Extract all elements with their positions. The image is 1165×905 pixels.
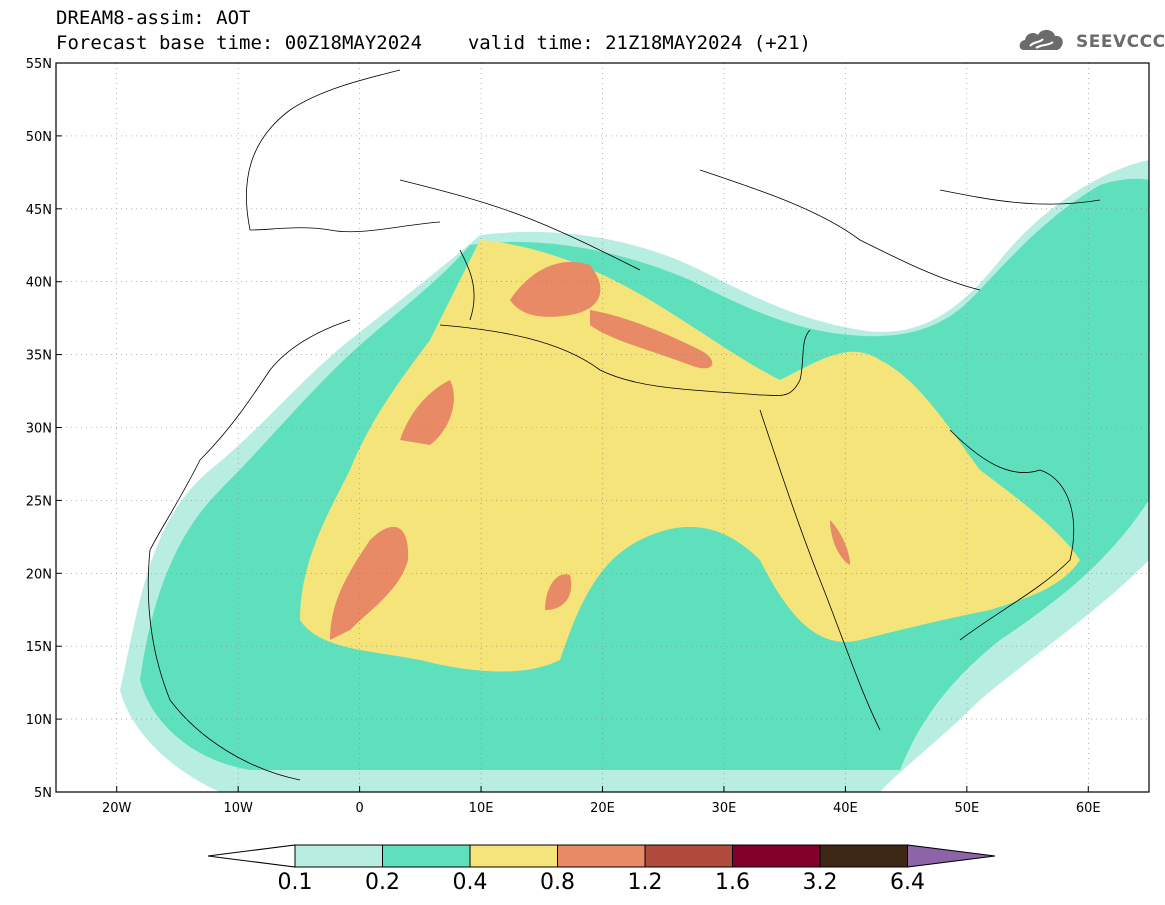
aot-contour-0.8 <box>330 526 409 640</box>
aot-contour-0.4 <box>300 240 1080 672</box>
colorbar-segment <box>644 844 733 868</box>
aot-field <box>120 160 1149 792</box>
lat-tick-label: 30N <box>26 422 52 437</box>
colorbar-segment <box>469 844 558 868</box>
lat-tick-label: 45N <box>26 203 52 218</box>
aot-contour-0.8 <box>545 574 572 610</box>
aot-contour-0.8 <box>590 310 713 369</box>
colorbar <box>207 844 996 868</box>
graticule <box>56 63 1149 792</box>
aot-contour-0.8 <box>400 380 454 445</box>
lat-tick-label: 40N <box>26 276 52 291</box>
axis-ticks: 20W 10W 0 10E 20E 30E 40E 50E 60E 55N 50N 45N 40N 35N… <box>26 57 1101 816</box>
colorbar-segment <box>557 844 646 868</box>
lat-tick-label: 20N <box>26 567 52 582</box>
colorbar-under-arrow <box>207 844 296 868</box>
colorbar-segment <box>819 844 908 868</box>
lon-tick-label: 10E <box>469 801 494 816</box>
lon-tick-label: 20E <box>590 801 615 816</box>
lon-tick-label: 10W <box>223 801 253 816</box>
title-times: Forecast base time: 00Z18MAY2024 valid t… <box>56 33 811 53</box>
aot-contour-0.8 <box>510 261 601 317</box>
lon-tick-label: 40E <box>833 801 858 816</box>
colorbar-level-label: 3.2 <box>802 870 838 895</box>
lon-tick-label: 20W <box>102 801 132 816</box>
colorbar-over-arrow <box>907 844 996 868</box>
aot-contour-0.8 <box>830 520 850 565</box>
lon-tick-label: 60E <box>1076 801 1101 816</box>
colorbar-level-label: 0.2 <box>365 870 400 895</box>
lon-tick-label: 50E <box>954 801 979 816</box>
colorbar-segment <box>294 844 383 868</box>
lat-tick-label: 35N <box>26 349 52 364</box>
colorbar-level-label: 0.1 <box>277 870 313 895</box>
title-product: DREAM8-assim: AOT <box>56 7 251 29</box>
lat-tick-label: 25N <box>26 494 52 509</box>
lat-tick-label: 50N <box>26 130 52 145</box>
lat-tick-label: 10N <box>26 713 52 728</box>
colorbar-level-label: 1.6 <box>715 870 750 895</box>
colorbar-level-label: 0.4 <box>452 870 488 895</box>
lat-tick-label: 55N <box>26 57 52 72</box>
base-time: Forecast base time: 00Z18MAY2024 <box>56 32 423 54</box>
cloud-icon <box>1019 29 1063 50</box>
lon-tick-label: 0 <box>355 801 363 816</box>
colorbar-level-label: 0.8 <box>540 870 575 895</box>
colorbar-segment <box>382 844 471 868</box>
lat-tick-label: 5N <box>34 786 52 801</box>
lon-tick-label: 30E <box>712 801 737 816</box>
valid-time: valid time: 21Z18MAY2024 (+21) <box>467 32 811 54</box>
colorbar-level-label: 6.4 <box>890 870 925 895</box>
logo-text: SEEVCCC <box>1076 32 1165 52</box>
colorbar-segment <box>732 844 821 868</box>
colorbar-level-label: 1.2 <box>627 870 663 895</box>
coastlines <box>147 69 1101 781</box>
lat-tick-label: 15N <box>26 640 52 655</box>
